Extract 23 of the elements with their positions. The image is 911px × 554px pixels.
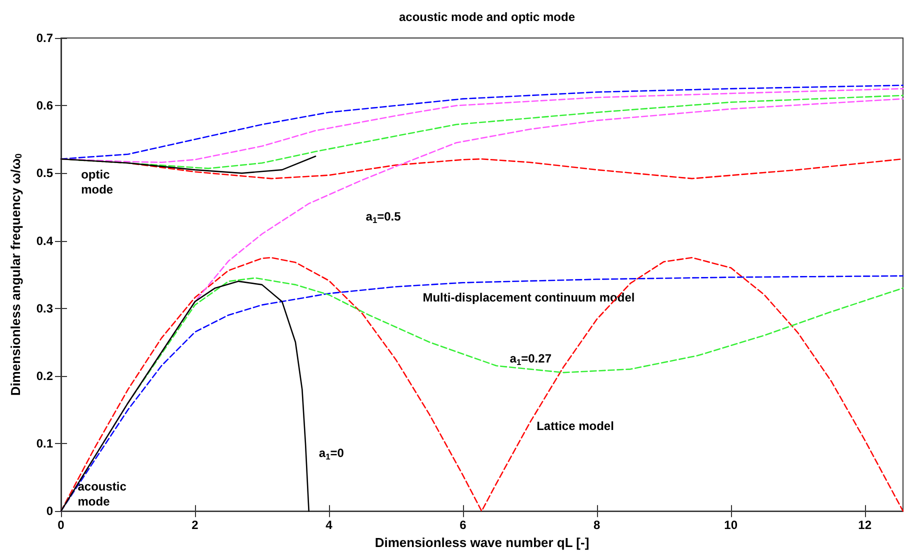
annotation: acoustic mode [78,480,130,509]
x-tick-label: 6 [460,518,467,532]
y-tick-label: 0.5 [36,166,54,180]
x-tick-label: 8 [594,518,601,532]
annotation: optic mode [81,167,114,196]
x-tick-label: 12 [858,518,872,532]
x-axis-title: Dimensionless wave number qL [-] [374,535,590,550]
y-tick-label: 0.4 [36,234,54,248]
x-tick-label: 2 [192,518,199,532]
x-tick-label: 10 [724,518,738,532]
y-tick-label: 0 [46,504,54,518]
x-tick-label: 4 [326,518,333,532]
line-series [60,280,310,512]
x-tick-label: 0 [58,518,65,532]
annotation: Multi-displacement continuum model [422,290,635,304]
annotation: Lattice model [536,418,614,433]
y-tick-label: 0.2 [36,368,54,383]
y-axis-title: Dimensionless angular frequency ω/ω0 [8,153,24,396]
chart-title: acoustic mode and optic mode [398,10,576,24]
y-tick-label: 0.3 [36,301,54,316]
y-tick-label: 0.1 [36,436,54,451]
y-tick-label: 0.7 [36,31,54,45]
y-tick-label: 0.6 [36,98,54,113]
